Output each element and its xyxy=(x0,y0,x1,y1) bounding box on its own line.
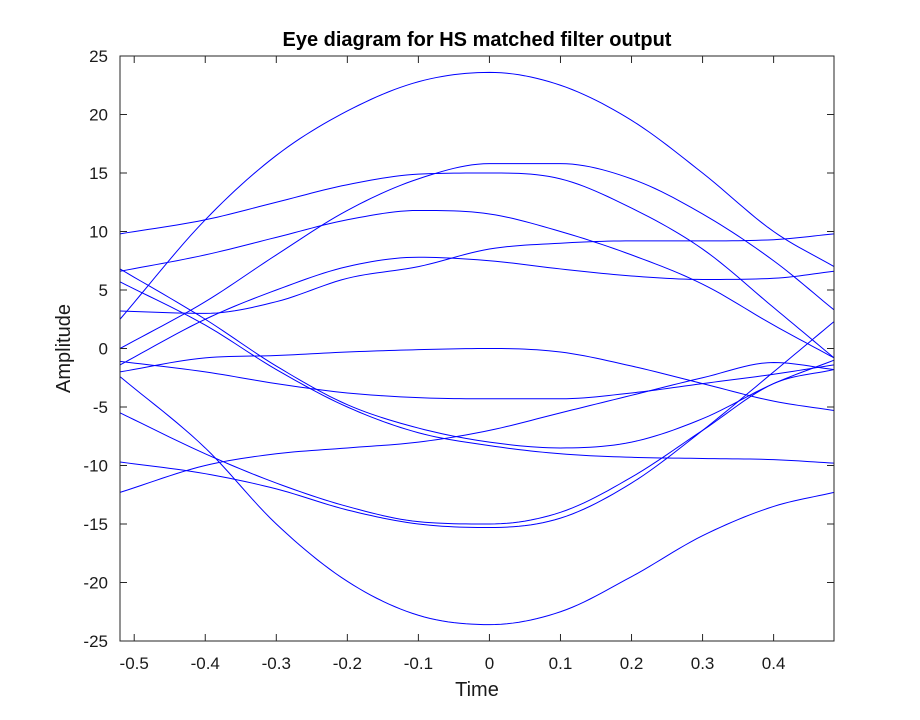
eye-trace-14 xyxy=(119,362,835,493)
x-tick-label: -0.1 xyxy=(404,654,433,673)
x-tick-label: -0.2 xyxy=(333,654,362,673)
x-tick-label: 0.2 xyxy=(620,654,644,673)
eye-trace-5 xyxy=(119,209,835,359)
eye-trace-8 xyxy=(119,347,835,412)
x-tick-label: 0.4 xyxy=(762,654,786,673)
x-axis-label: Time xyxy=(455,679,499,701)
y-tick-label: 0 xyxy=(99,340,108,359)
y-tick-label: -15 xyxy=(83,515,108,534)
y-tick-label: -20 xyxy=(83,574,108,593)
y-tick-label: 10 xyxy=(89,223,108,242)
x-tick-label: 0 xyxy=(485,654,494,673)
eye-trace-7 xyxy=(119,233,835,314)
eye-trace-2 xyxy=(119,376,835,626)
ticks-group: -0.5 -0.4 -0.3 -0.2 -0.1 0 0.1 0.2 0.3 0.4 -25 -20 -… xyxy=(83,47,834,673)
plot-area-box xyxy=(119,55,835,642)
eye-trace-4 xyxy=(119,163,835,349)
x-tick-label: -0.3 xyxy=(262,654,291,673)
x-tick-label: -0.5 xyxy=(120,654,149,673)
y-tick-label: -10 xyxy=(83,457,108,476)
y-tick-label: 5 xyxy=(99,281,108,300)
traces-group xyxy=(119,71,835,626)
y-tick-label: 20 xyxy=(89,106,108,125)
y-tick-label: 15 xyxy=(89,164,108,183)
y-tick-label: 25 xyxy=(89,47,108,66)
chart-title: Eye diagram for HS matched filter output xyxy=(283,29,672,51)
y-axis-label: Amplitude xyxy=(53,304,75,393)
x-tick-label: 0.1 xyxy=(549,654,573,673)
y-tick-label: -5 xyxy=(93,398,108,417)
x-tick-label: -0.4 xyxy=(191,654,220,673)
eye-trace-9 xyxy=(119,360,835,400)
eye-trace-3 xyxy=(119,172,835,359)
eye-trace-6 xyxy=(119,256,835,366)
eye-trace-13 xyxy=(119,321,835,529)
eye-trace-12 xyxy=(119,369,835,525)
y-tick-label: -25 xyxy=(83,632,108,651)
eye-trace-11 xyxy=(119,281,835,464)
eye-trace-10 xyxy=(119,268,835,449)
eye-trace-1 xyxy=(119,71,835,320)
x-tick-label: 0.3 xyxy=(691,654,715,673)
